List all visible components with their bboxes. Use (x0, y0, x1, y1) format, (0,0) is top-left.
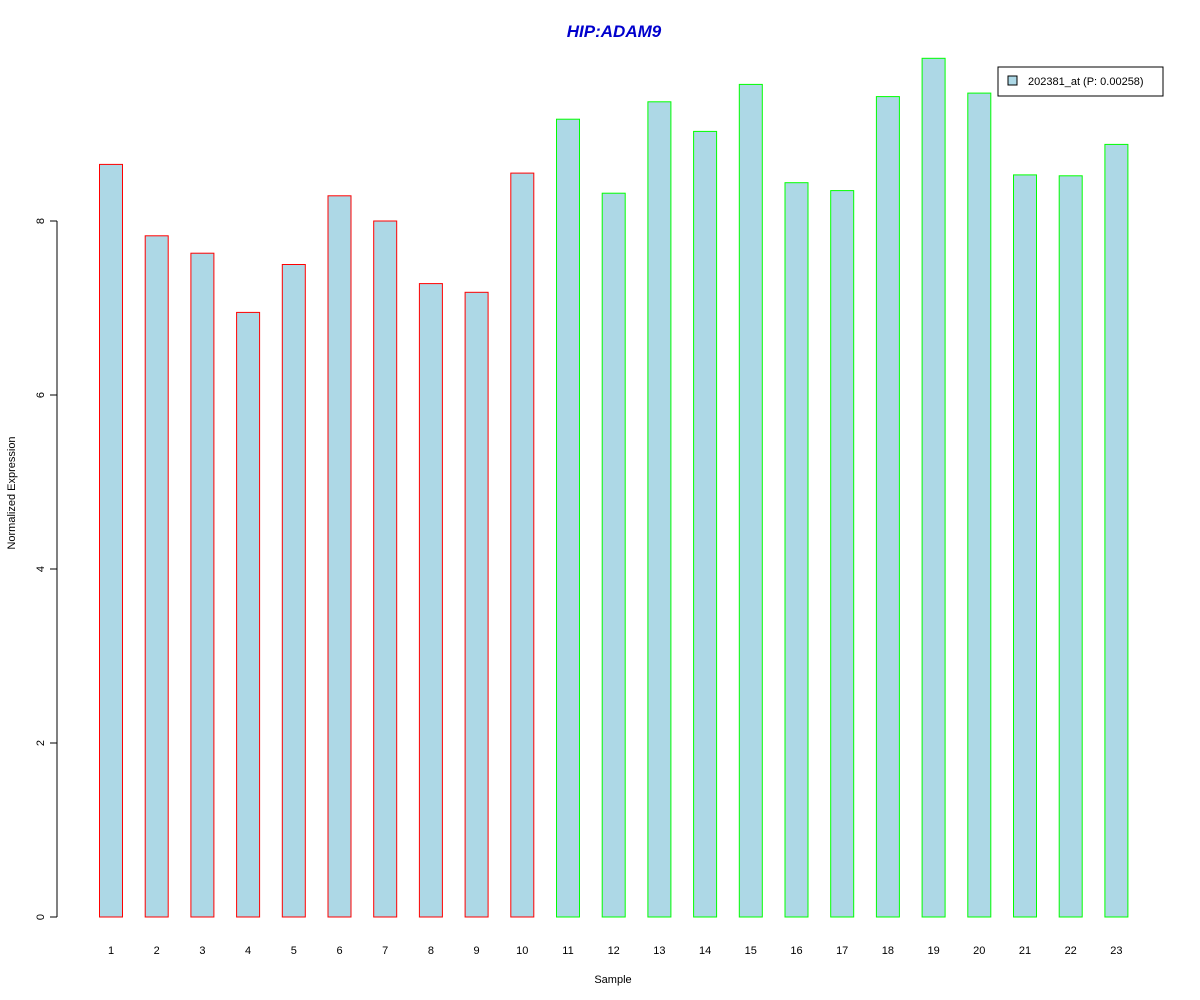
legend-swatch (1007, 75, 1018, 86)
x-tick-labels: 1 2 3 4 5 6 7 8 9 10 11 12 13 14 15 16 17 18 19 20 21 22 23 (108, 945, 1123, 957)
x-axis-label: Sample (594, 974, 631, 986)
bar-sample-21 (1013, 174, 1037, 918)
bar-sample-16 (784, 182, 809, 918)
y-tick-label: 0 (35, 914, 47, 920)
x-tick-label: 12 (608, 945, 620, 957)
bar-sample-7 (373, 220, 398, 918)
x-tick-label: 11 (562, 945, 573, 957)
x-tick-label: 17 (836, 945, 848, 957)
legend-box (997, 66, 1164, 97)
x-tick-label: 18 (882, 945, 894, 957)
bar-sample-8 (418, 283, 443, 918)
bar-sample-2 (144, 235, 169, 918)
bar-sample-10 (510, 172, 535, 918)
bar-sample-22 (1058, 175, 1083, 918)
bar-sample-15 (738, 83, 763, 918)
y-tick-label: 4 (35, 566, 47, 572)
bar-sample-9 (464, 291, 489, 918)
bar-sample-1 (99, 163, 123, 918)
x-tick-label: 14 (699, 945, 711, 957)
bar-sample-18 (875, 96, 900, 918)
x-tick-label: 13 (653, 945, 665, 957)
x-tick-label: 8 (428, 945, 434, 957)
bar-sample-11 (556, 118, 580, 918)
x-tick-label: 1 (108, 945, 114, 957)
bar-sample-17 (830, 190, 855, 918)
bar-sample-23 (1104, 143, 1129, 918)
bar-sample-5 (281, 264, 306, 918)
y-tick-label: 2 (35, 740, 47, 746)
x-tick-label: 22 (1065, 945, 1077, 957)
x-tick-label: 3 (199, 945, 205, 957)
x-tick-label: 15 (745, 945, 757, 957)
y-axis-label: Normalized Expression (6, 436, 18, 549)
bar-sample-12 (601, 192, 626, 918)
bar-sample-19 (921, 57, 946, 918)
x-tick-label: 5 (291, 945, 297, 957)
bar-sample-3 (190, 252, 215, 918)
legend-label: 202381_at (P: 0.00258) (1028, 76, 1144, 88)
y-tick-label: 8 (35, 218, 47, 224)
legend: 202381_at (P: 0.00258) (997, 66, 1164, 97)
bar-sample-14 (693, 130, 718, 918)
bar-sample-4 (236, 311, 261, 918)
x-tick-label: 21 (1019, 945, 1031, 957)
y-tick-label: 6 (35, 392, 47, 398)
chart-title: HIP:ADAM9 (567, 22, 662, 41)
bars (99, 57, 1129, 918)
x-tick-label: 23 (1110, 945, 1122, 957)
x-tick-label: 19 (927, 945, 939, 957)
x-tick-label: 10 (516, 945, 528, 957)
x-tick-label: 20 (973, 945, 985, 957)
x-tick-label: 9 (474, 945, 480, 957)
x-tick-label: 2 (154, 945, 160, 957)
x-tick-label: 7 (382, 945, 388, 957)
bar-sample-20 (967, 92, 992, 918)
bar-sample-13 (647, 101, 672, 918)
x-tick-label: 4 (245, 945, 251, 957)
y-axis: 0 2 4 6 8 (35, 218, 58, 920)
x-tick-label: 16 (790, 945, 802, 957)
x-tick-label: 6 (336, 945, 342, 957)
bar-sample-6 (327, 195, 352, 918)
